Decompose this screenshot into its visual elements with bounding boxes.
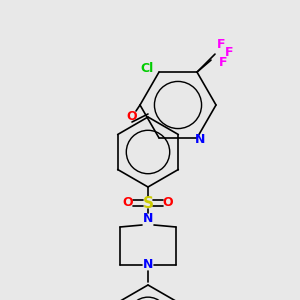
Text: O: O xyxy=(163,196,173,209)
Text: F: F xyxy=(225,46,233,59)
Text: F: F xyxy=(217,38,225,51)
Text: F: F xyxy=(219,56,227,69)
Text: S: S xyxy=(142,196,154,211)
Text: N: N xyxy=(143,212,153,226)
Text: N: N xyxy=(143,259,153,272)
Text: Cl: Cl xyxy=(140,61,154,75)
Text: O: O xyxy=(123,196,133,209)
Text: N: N xyxy=(195,134,205,146)
Text: O: O xyxy=(127,110,137,124)
